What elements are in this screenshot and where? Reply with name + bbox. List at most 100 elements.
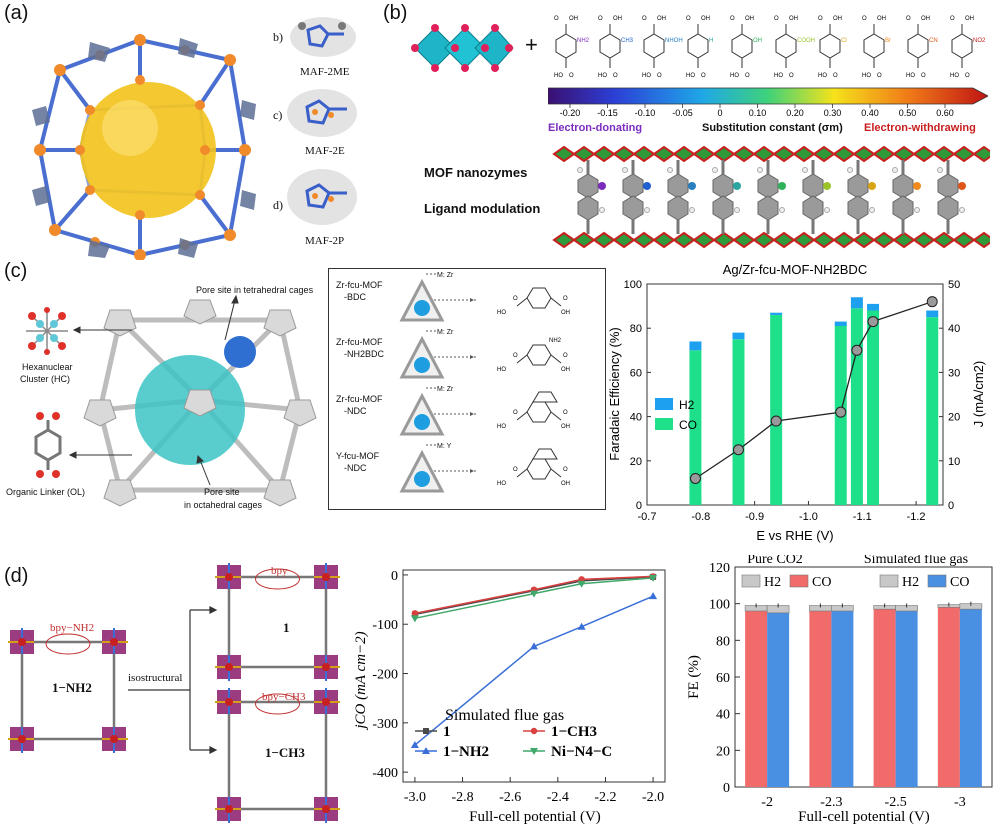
- chart3-ytick-label: 80: [716, 634, 730, 649]
- chart1-current-point: [926, 296, 938, 308]
- chart1-bar-h2: [770, 312, 783, 315]
- svg-text:OH: OH: [561, 367, 570, 373]
- chart1-ylabel: Faradaic Efficiency (%): [607, 327, 622, 460]
- svg-text:HO: HO: [774, 73, 783, 79]
- svg-text:HO: HO: [554, 73, 563, 79]
- colorbar-tick-label: -0.10: [635, 108, 656, 118]
- svg-text:O: O: [686, 16, 691, 22]
- chart1-ytick-label: 40: [630, 412, 642, 424]
- panel-c-label: (c): [4, 260, 28, 282]
- chart3-xtick-label: -2.5: [885, 795, 907, 810]
- isostructural-bracket: [128, 606, 218, 754]
- pore-octahedral-label-1: Pore site: [204, 487, 240, 497]
- ligand-modulation-label: Ligand modulation: [424, 201, 541, 216]
- mof-linker-name: -NDC: [344, 463, 367, 473]
- chart3-bar-co: [745, 611, 768, 787]
- chart1-ytick-label: 80: [630, 323, 642, 335]
- chart3-group-label-flue: Simulated flue gas: [864, 555, 968, 567]
- ligand-substituent-label: CH3: [621, 38, 634, 44]
- svg-text:O: O: [818, 16, 823, 22]
- chart2-series-line: [414, 577, 654, 620]
- ligand-substituent-label: NH2: [577, 38, 590, 44]
- tetrahedral-pore: [224, 336, 256, 368]
- svg-text:O: O: [563, 296, 568, 302]
- mof-linker-name: -NDC: [344, 406, 367, 416]
- chart2-ytick-label: -200: [372, 668, 398, 683]
- mof-list-box: [328, 268, 606, 510]
- chart1-bar-co: [850, 308, 863, 505]
- chart2-ytick-label: -300: [372, 717, 398, 732]
- chart1-current-point: [689, 472, 701, 484]
- svg-text:OH: OH: [921, 16, 930, 22]
- mof-cage-linker-icon: HO OH O O: [399, 387, 570, 436]
- chart1-xtick-label: -0.9: [745, 511, 764, 523]
- ligand-molecule: O OH HO O OH: [730, 16, 762, 79]
- hexanuclear-label-2: Cluster (HC): [20, 374, 71, 384]
- ligand-molecule: O OH HO O NO2: [950, 16, 986, 79]
- chart1-current-point: [851, 344, 863, 356]
- colorbar-tick-label: 0.50: [899, 108, 917, 118]
- chart3-bar-co: [895, 611, 918, 787]
- pore-tetrahedral-label: Pore site in tetrahedral cages: [196, 285, 314, 295]
- chart3-legend-label: H2: [764, 575, 781, 590]
- mof-name: Zr-fcu-MOF: [336, 280, 383, 290]
- one-ch3-structure: [215, 688, 340, 823]
- mof-substituent-label: NH2: [549, 338, 562, 344]
- maf-2p-label: MAF-2P: [305, 235, 345, 247]
- substitution-constant-label: Substitution constant (σm): [702, 122, 843, 134]
- chart2-legend-title: Simulated flue gas: [445, 707, 564, 724]
- chart3-legend-swatch: [927, 574, 947, 588]
- chart3-bar-co: [809, 611, 832, 787]
- svg-text:O: O: [657, 73, 662, 79]
- maf-2e-structure: [287, 89, 357, 137]
- svg-text:HO: HO: [686, 73, 695, 79]
- maf-2me-label: MAF-2ME: [300, 66, 350, 78]
- electron-withdrawing-label: Electron-withdrawing: [864, 122, 976, 134]
- one-label: 1: [283, 620, 290, 635]
- svg-text:O: O: [554, 16, 559, 22]
- chart2-point: [410, 741, 419, 749]
- svg-text:O: O: [950, 16, 955, 22]
- chart2-point: [423, 728, 429, 734]
- chart1-frame: [646, 283, 944, 506]
- svg-text:OH: OH: [569, 16, 578, 22]
- sigma-colorbar: -0.20 -0.15 -0.10 -0.05 0 0.10 0.20 0.30 0.40 0.5…: [548, 87, 988, 118]
- svg-text:HO: HO: [497, 310, 506, 316]
- svg-text:O: O: [701, 73, 706, 79]
- mini-letter-b: b): [273, 30, 283, 44]
- chart1-current-point: [835, 406, 847, 418]
- ligand-substituent-label: NO2: [973, 38, 986, 44]
- ligand-molecule: O OH HO O Cl: [818, 16, 847, 79]
- chart2-point: [530, 642, 538, 650]
- panel-b-label: (b): [383, 2, 408, 24]
- svg-text:O: O: [598, 16, 603, 22]
- chart3-ytick-label: 40: [716, 708, 730, 723]
- chart1-bar-h2: [867, 303, 880, 311]
- chart3-legend-label: H2: [902, 575, 919, 590]
- svg-text:O: O: [789, 73, 794, 79]
- chart2-xtick-label: -2.8: [451, 790, 473, 805]
- chart2-legend-label: 1: [443, 724, 451, 740]
- chart3-legend-swatch: [789, 574, 809, 588]
- colorbar-tick-label: 0.10: [749, 108, 767, 118]
- chart1-current-point: [867, 316, 879, 328]
- ligand-molecule: O OH HO O Br: [862, 16, 891, 79]
- svg-text:O: O: [563, 410, 568, 416]
- svg-text:HO: HO: [497, 481, 506, 487]
- chart2-xtick-label: -2.0: [642, 790, 664, 805]
- ligand-molecule: O OH HO O NH2: [554, 16, 590, 79]
- chart2-ytick-label: 0: [391, 569, 398, 584]
- chart2-point: [530, 727, 538, 735]
- chart3-ylabel: FE (%): [686, 655, 702, 699]
- chart1-xtick-label: -0.8: [691, 511, 710, 523]
- svg-text:OH: OH: [789, 16, 798, 22]
- colorbar-tick-label: 0.30: [824, 108, 842, 118]
- mof-metal-label: M: Zr: [437, 386, 454, 393]
- svg-text:O: O: [613, 73, 618, 79]
- svg-text:O: O: [862, 16, 867, 22]
- chart1-bar-h2: [732, 332, 745, 340]
- maf-2me-structure: [290, 17, 356, 57]
- mof-name: Zr-fcu-MOF: [336, 394, 383, 404]
- ligand-substituent-label: NHOH: [665, 38, 683, 44]
- chart1-bar-co: [732, 339, 745, 505]
